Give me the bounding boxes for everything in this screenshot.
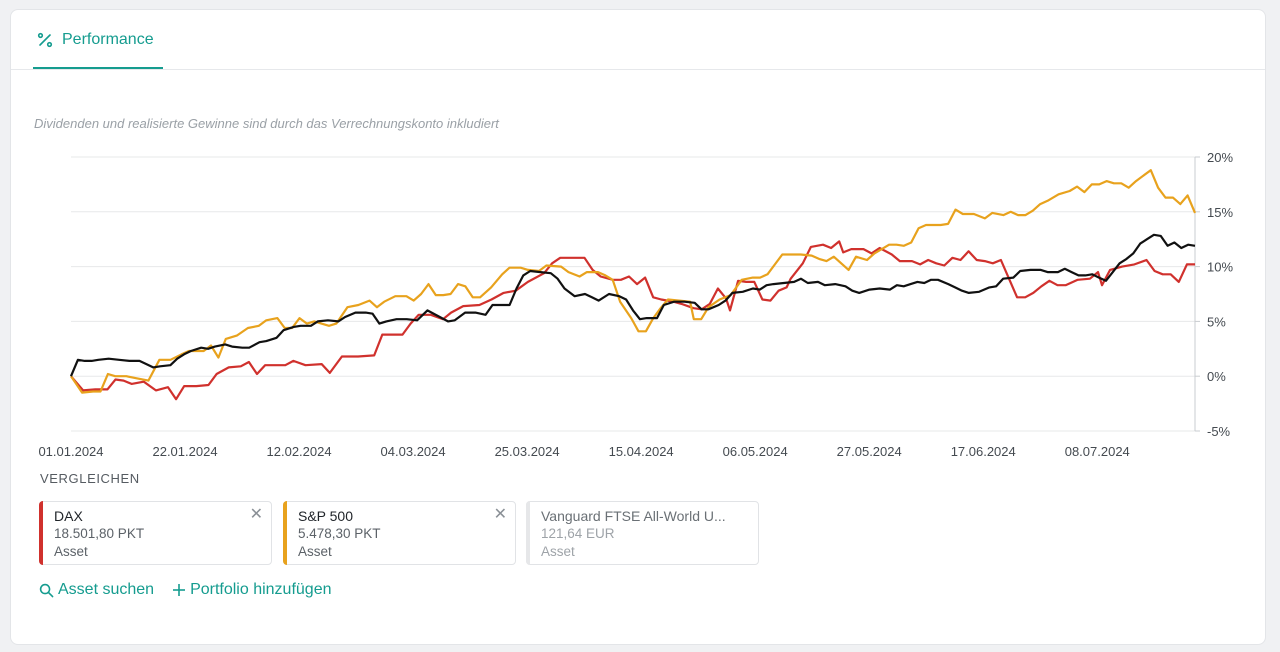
close-icon[interactable]: ✕: [493, 506, 507, 523]
compare-value: 18.501,80 PKT: [54, 526, 145, 541]
compare-color-bar: [283, 501, 287, 565]
compare-card-sp500[interactable]: S&P 500 5.478,30 PKT Asset ✕: [283, 501, 516, 565]
compare-name: Vanguard FTSE All-World U...: [541, 508, 726, 524]
asset-search-label: Asset suchen: [58, 581, 155, 598]
series-line-2: [69, 233, 1196, 377]
compare-card-dax[interactable]: DAX 18.501,80 PKT Asset ✕: [39, 501, 272, 565]
y-tick-label: 5%: [1207, 314, 1226, 329]
close-icon[interactable]: ✕: [249, 506, 263, 523]
chart-note: Dividenden und realisierte Gewinne sind …: [34, 116, 499, 131]
y-tick-label: -5%: [1207, 424, 1231, 439]
tab-active-indicator: [33, 67, 163, 69]
plus-icon: [173, 584, 186, 596]
compare-color-bar: [526, 501, 530, 565]
x-tick-label: 27.05.2024: [837, 444, 902, 459]
y-tick-label: 0%: [1207, 369, 1226, 384]
percent-icon: [37, 32, 53, 48]
x-tick-label: 25.03.2024: [495, 444, 560, 459]
x-tick-label: 15.04.2024: [609, 444, 674, 459]
x-tick-label: 06.05.2024: [723, 444, 788, 459]
series-line-1: [70, 169, 1197, 394]
compare-color-bar: [39, 501, 43, 565]
add-portfolio-label: Portfolio hinzufügen: [190, 581, 332, 598]
compare-value: 5.478,30 PKT: [298, 526, 381, 541]
x-tick-label: 17.06.2024: [951, 444, 1016, 459]
compare-label: VERGLEICHEN: [40, 471, 140, 486]
compare-card-vanguard[interactable]: Vanguard FTSE All-World U... 121,64 EUR …: [526, 501, 759, 565]
performance-card: Performance Dividenden und realisierte G…: [10, 9, 1266, 645]
y-tick-label: 10%: [1207, 260, 1233, 275]
x-tick-label: 08.07.2024: [1065, 444, 1130, 459]
x-tick-label: 04.03.2024: [381, 444, 446, 459]
compare-actions: Asset suchen Portfolio hinzufügen: [39, 581, 332, 599]
compare-kind: Asset: [54, 544, 88, 559]
tab-performance-label: Performance: [62, 31, 154, 48]
compare-value: 121,64 EUR: [541, 526, 615, 541]
compare-kind: Asset: [298, 544, 332, 559]
series-line-0: [70, 240, 1195, 401]
tab-performance[interactable]: Performance: [33, 10, 158, 70]
performance-chart: 20% 15% 10% 5% 0% -5% 01.01.2024 22.01.2024 12.0…: [38, 150, 1233, 459]
compare-kind: Asset: [541, 544, 575, 559]
add-portfolio-button[interactable]: Portfolio hinzufügen: [172, 581, 332, 599]
x-tick-label: 01.01.2024: [38, 444, 103, 459]
compare-name: DAX: [54, 508, 83, 524]
x-tick-label: 22.01.2024: [152, 444, 217, 459]
asset-search-button[interactable]: Asset suchen: [39, 581, 154, 599]
search-icon: [39, 583, 54, 597]
y-tick-label: 15%: [1207, 205, 1233, 220]
y-tick-label: 20%: [1207, 150, 1233, 165]
x-tick-label: 12.02.2024: [267, 444, 332, 459]
compare-name: S&P 500: [298, 508, 354, 524]
tab-bar: Performance: [11, 10, 1265, 70]
